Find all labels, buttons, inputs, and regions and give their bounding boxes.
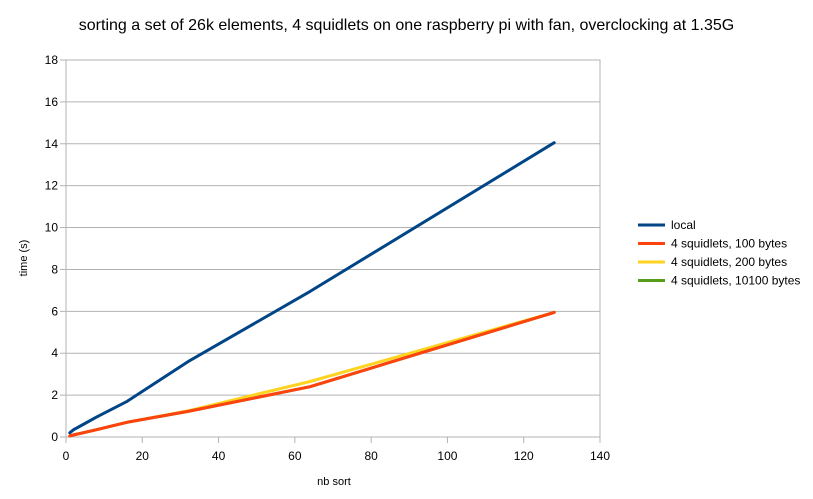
- y-tick-label: 16: [45, 95, 59, 109]
- x-tick-label: 40: [212, 449, 226, 463]
- x-tick-label: 0: [63, 449, 70, 463]
- y-tick-label: 10: [45, 221, 59, 235]
- y-tick-label: 2: [51, 388, 58, 402]
- y-tick-label: 4: [51, 346, 58, 360]
- x-tick-label: 80: [364, 449, 378, 463]
- series-line-4-squidlets-200-bytes: [68, 310, 556, 438]
- chart-title: sorting a set of 26k elements, 4 squidle…: [78, 17, 735, 34]
- series-line-local: [68, 141, 556, 435]
- x-tick-label: 60: [288, 449, 302, 463]
- y-tick-label: 0: [51, 430, 58, 444]
- legend-label: 4 squidlets, 100 bytes: [671, 237, 787, 251]
- series-line-4-squidlets-100-bytes: [68, 310, 556, 438]
- y-tick-label: 12: [45, 179, 59, 193]
- legend-label: 4 squidlets, 200 bytes: [671, 255, 787, 269]
- x-tick-label: 140: [590, 449, 610, 463]
- x-tick-label: 120: [514, 449, 534, 463]
- x-axis-title: nb sort: [317, 476, 351, 488]
- series-line-4-squidlets-10100-bytes: [68, 310, 556, 438]
- series-lines: [68, 141, 556, 438]
- y-tick-label: 6: [51, 304, 58, 318]
- y-tick-label: 18: [45, 53, 59, 67]
- x-tick-label: 20: [136, 449, 150, 463]
- y-tick-label: 14: [45, 137, 59, 151]
- plot-area: [65, 59, 601, 438]
- legend-label: local: [671, 218, 696, 232]
- legend-label: 4 squidlets, 10100 bytes: [671, 274, 800, 288]
- x-tick-label: 100: [437, 449, 457, 463]
- y-axis-title: time (s): [18, 240, 30, 277]
- legend: local 4 squidlets, 100 bytes 4 squidlets, …: [638, 218, 800, 288]
- axis-ticks: 0 2 4 6 8 10 12 14 16 18 0 20 40 60 80 100 120 140: [45, 53, 611, 463]
- y-tick-label: 8: [51, 262, 58, 276]
